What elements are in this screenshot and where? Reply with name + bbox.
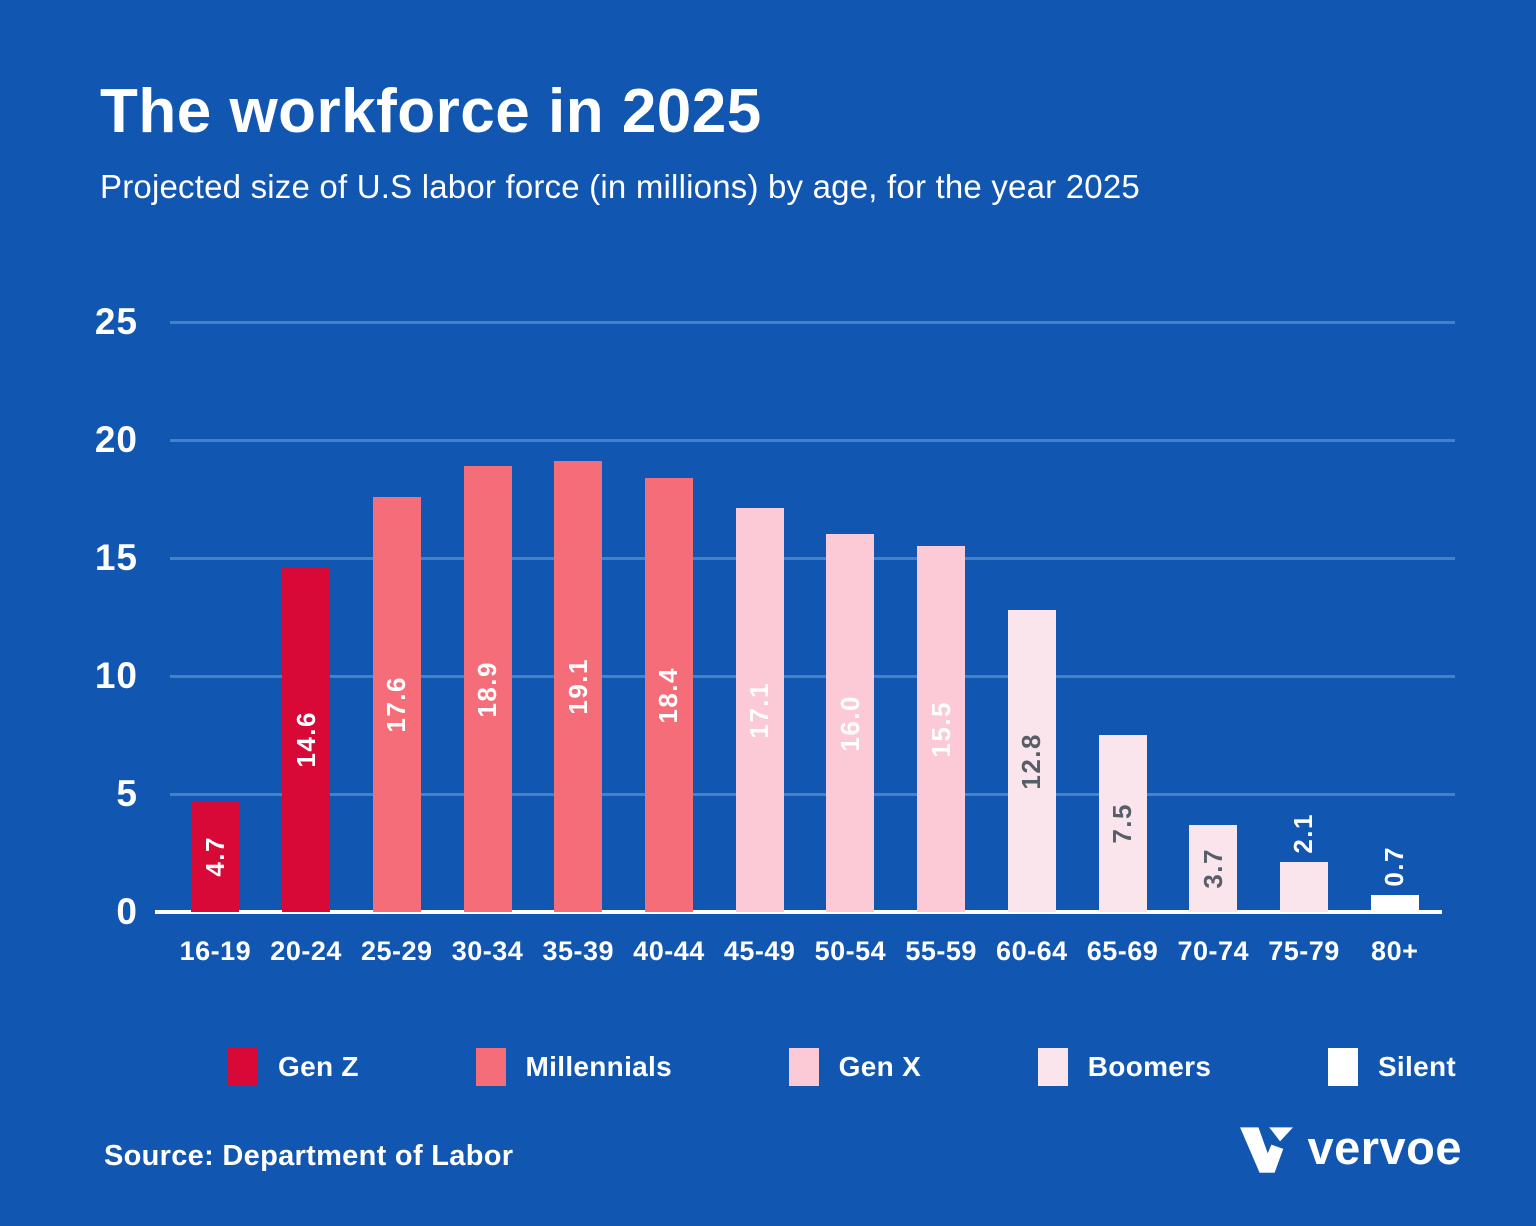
bar-value-label: 18.4: [653, 666, 684, 724]
x-axis-tick-label: 30-34: [451, 936, 524, 966]
bar-column: 2.1: [1259, 322, 1350, 912]
x-axis-tick-label: 16-19: [179, 936, 252, 966]
y-axis-tick-label: 5: [116, 773, 138, 814]
vervoe-logo-icon: [1240, 1127, 1294, 1173]
legend: Gen Z Millennials Gen X Boomers Silent: [228, 1046, 1456, 1088]
gridline: [170, 793, 1455, 796]
gridline: [170, 557, 1455, 560]
x-axis-tick-label: 75-79: [1268, 936, 1340, 966]
x-axis-tick-label: 35-39: [542, 936, 615, 966]
y-axis-tick-label: 20: [94, 419, 138, 460]
bar-column: 18.9: [442, 322, 533, 912]
bar-column: 4.7: [170, 322, 261, 912]
bar: 15.5: [917, 546, 966, 912]
legend-item: Millennials: [475, 1048, 672, 1086]
legend-swatch: [788, 1048, 819, 1086]
chart-title: The workforce in 2025: [100, 77, 762, 146]
bar: 7.5: [1098, 735, 1147, 912]
bar-value-label: 15.5: [925, 700, 956, 758]
bar-column: 16.0: [805, 322, 896, 912]
legend-item: Boomers: [1037, 1048, 1212, 1086]
gridline: [170, 321, 1455, 324]
legend-label: Gen Z: [278, 1051, 359, 1082]
legend-item: Gen Z: [228, 1048, 359, 1086]
legend-label: Millennials: [525, 1051, 672, 1082]
x-axis-tick-label: 25-29: [361, 936, 433, 966]
bar: 18.4: [644, 477, 693, 912]
bar-value-label: 19.1: [562, 658, 593, 715]
bar: 3.7: [1189, 824, 1238, 912]
x-axis-tick-label: 55-59: [905, 936, 977, 966]
bar-value-label: 14.6: [290, 711, 321, 769]
bar-column: 14.6: [261, 322, 352, 912]
x-axis-line: [155, 910, 1442, 914]
bar-value-label: 0.7: [1379, 845, 1410, 887]
brand-logo: vervoe: [1239, 1120, 1462, 1180]
x-axis-tick-label: 40-44: [633, 936, 705, 966]
x-axis-tick-label: 65-69: [1086, 936, 1159, 966]
chart-subtitle: Projected size of U.S labor force (in mi…: [100, 168, 1140, 205]
x-axis-tick-label: 70-74: [1177, 936, 1250, 966]
legend-label: Silent: [1377, 1051, 1456, 1082]
bars-row: 4.7 14.6 17.6 18.9 19.1 18.4 17.1 16.0 15.5 12.8 7…: [170, 322, 1440, 912]
y-axis-tick-label: 25: [94, 301, 138, 342]
bar-value-label: 12.8: [1016, 732, 1047, 790]
legend-swatch: [475, 1048, 506, 1086]
bar: [1370, 895, 1419, 912]
bar: 16.0: [826, 534, 875, 912]
legend-swatch: [228, 1048, 258, 1086]
x-axis-tick-label: 80+: [1371, 936, 1419, 966]
y-axis-labels: 25 20 15 10 5 0: [50, 301, 138, 932]
bar-column: 0.7: [1349, 322, 1440, 912]
bar-column: 7.5: [1077, 322, 1168, 912]
bar-column: 17.1: [714, 322, 805, 912]
legend-label: Boomers: [1087, 1051, 1212, 1082]
legend-item: Gen X: [788, 1048, 922, 1086]
y-axis-tick-label: 15: [94, 537, 138, 578]
bar: 19.1: [554, 461, 603, 912]
bar-column: 15.5: [896, 322, 987, 912]
x-axis-labels: 16-19 20-24 25-29 30-34 35-39 40-44 45-49 50-54…: [170, 936, 1440, 967]
legend-swatch: [1327, 1048, 1358, 1086]
bar-value-label: 3.7: [1197, 848, 1228, 889]
bar: 14.6: [282, 567, 331, 912]
bar-value-label: 2.1: [1288, 812, 1319, 854]
plot-area: 4.7 14.6 17.6 18.9 19.1 18.4 17.1 16.0 15.5 12.8 7…: [155, 321, 1455, 914]
bar: 4.7: [191, 801, 240, 912]
bar: 17.1: [735, 508, 784, 912]
bar-value-label: 18.9: [472, 660, 503, 718]
bar-value-label: 16.0: [834, 694, 865, 752]
brand-name: vervoe: [1307, 1120, 1462, 1174]
legend-label: Gen X: [838, 1051, 922, 1082]
x-axis-tick-label: 45-49: [723, 936, 796, 966]
bar-value-label: 7.5: [1107, 803, 1138, 844]
y-axis-tick-label: 10: [94, 655, 138, 696]
gridline: [170, 675, 1455, 678]
x-axis-tick-label: 50-54: [814, 936, 887, 966]
bar-value-label: 4.7: [199, 836, 230, 877]
bar: 17.6: [372, 496, 421, 912]
bar-column: 19.1: [533, 322, 624, 912]
x-axis-tick-label: 20-24: [270, 936, 342, 966]
legend-swatch: [1037, 1048, 1068, 1086]
source-note: Source: Department of Labor: [104, 1140, 514, 1172]
gridline: [170, 439, 1455, 442]
y-axis-tick-label: 0: [116, 891, 138, 932]
bar: 12.8: [1007, 609, 1056, 912]
bar-value-label: 17.6: [381, 676, 412, 733]
x-axis-tick-label: 60-64: [996, 936, 1068, 966]
bar-column: 18.4: [624, 322, 715, 912]
bar-column: 12.8: [986, 322, 1077, 912]
bar-value-label: 17.1: [744, 681, 775, 739]
legend-item: Silent: [1327, 1048, 1456, 1086]
bar: [1279, 862, 1328, 912]
bar: 18.9: [463, 465, 512, 912]
bar-column: 3.7: [1168, 322, 1259, 912]
bar-column: 17.6: [351, 322, 442, 912]
